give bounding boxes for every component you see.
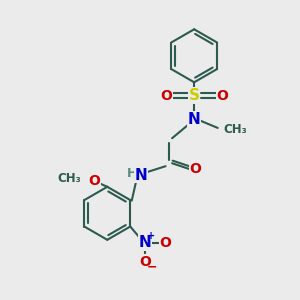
Text: +: + (147, 231, 155, 241)
Text: S: S (189, 88, 200, 103)
Text: O: O (139, 255, 151, 269)
Text: N: N (139, 235, 152, 250)
Text: H: H (127, 167, 137, 180)
Text: O: O (190, 162, 202, 176)
Text: O: O (160, 236, 172, 250)
Text: −: − (146, 261, 157, 274)
Text: O: O (88, 174, 100, 188)
Text: CH₃: CH₃ (224, 123, 248, 136)
Text: O: O (216, 88, 228, 103)
Text: N: N (188, 112, 200, 127)
Text: N: N (135, 167, 148, 182)
Text: O: O (160, 88, 172, 103)
Text: CH₃: CH₃ (57, 172, 81, 185)
